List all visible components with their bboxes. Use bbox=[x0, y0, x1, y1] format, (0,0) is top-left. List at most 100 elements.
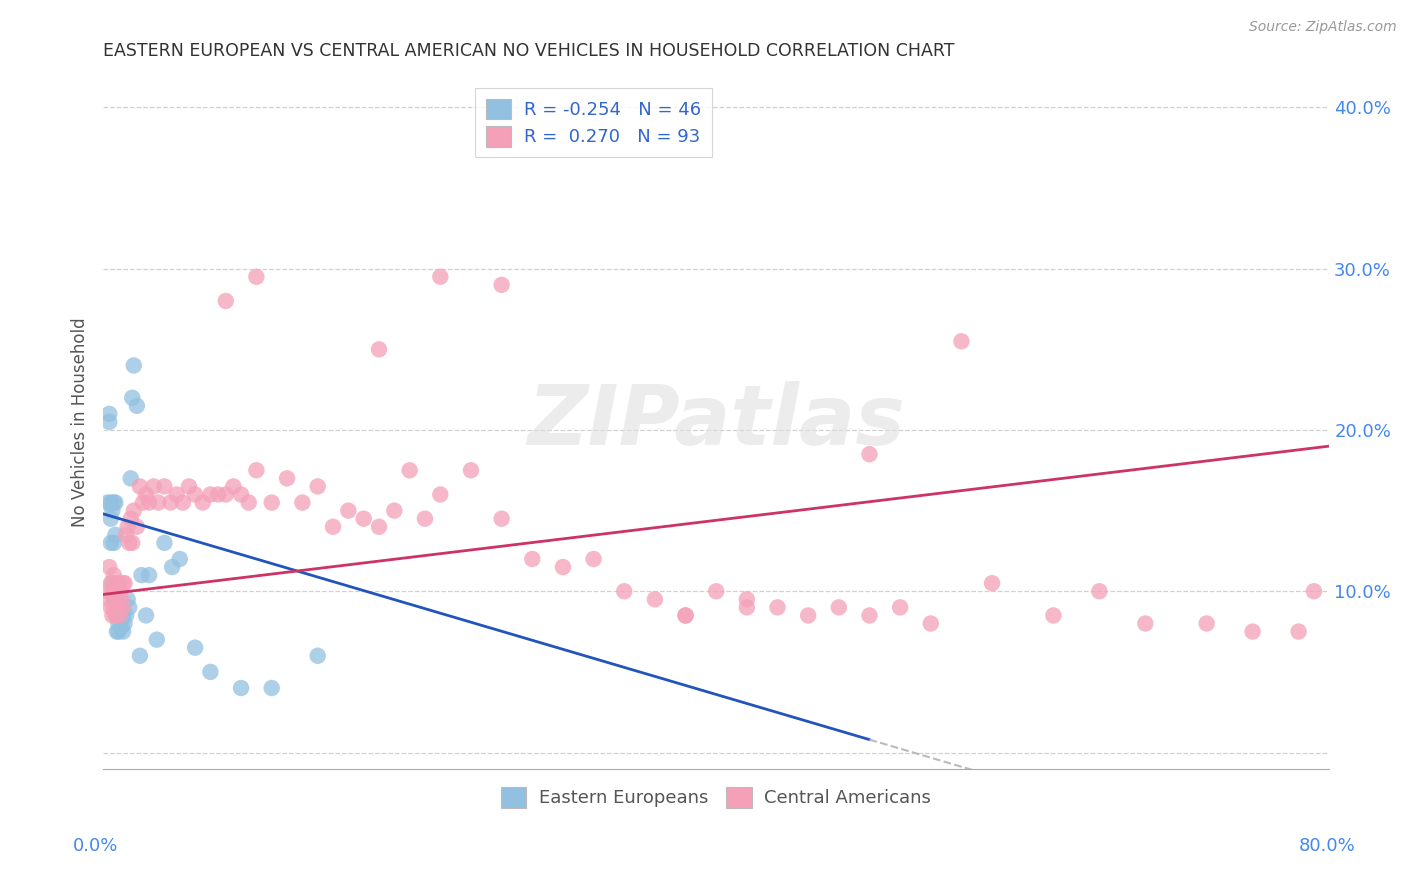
Point bbox=[100, 600, 122, 615]
Point bbox=[98, 415, 121, 429]
Point bbox=[108, 600, 131, 615]
Point bbox=[200, 665, 222, 679]
Text: ZIPatlas: ZIPatlas bbox=[527, 382, 905, 462]
Point bbox=[146, 632, 169, 647]
Point bbox=[675, 608, 697, 623]
Point bbox=[172, 495, 194, 509]
Text: Source: ZipAtlas.com: Source: ZipAtlas.com bbox=[1249, 20, 1396, 34]
Point bbox=[675, 608, 697, 623]
Point bbox=[129, 648, 152, 663]
Point bbox=[107, 600, 129, 615]
Point bbox=[429, 487, 451, 501]
Y-axis label: No Vehicles in Household: No Vehicles in Household bbox=[72, 318, 89, 527]
Point bbox=[276, 471, 298, 485]
Point bbox=[766, 600, 789, 615]
Point bbox=[735, 600, 758, 615]
Point bbox=[107, 616, 129, 631]
Point bbox=[101, 584, 124, 599]
Point bbox=[353, 511, 375, 525]
Point bbox=[1195, 616, 1218, 631]
Point bbox=[105, 608, 128, 623]
Point bbox=[797, 608, 820, 623]
Point bbox=[260, 681, 283, 695]
Point bbox=[135, 608, 157, 623]
Point bbox=[138, 568, 160, 582]
Point bbox=[103, 592, 125, 607]
Point bbox=[98, 407, 121, 421]
Point bbox=[291, 495, 314, 509]
Point bbox=[122, 359, 145, 373]
Point bbox=[368, 343, 391, 357]
Point bbox=[337, 503, 360, 517]
Point bbox=[920, 616, 942, 631]
Point bbox=[118, 600, 141, 615]
Point bbox=[229, 487, 252, 501]
Point bbox=[103, 568, 125, 582]
Point bbox=[148, 495, 170, 509]
Point bbox=[491, 511, 513, 525]
Point bbox=[101, 503, 124, 517]
Point bbox=[1088, 584, 1111, 599]
Point bbox=[103, 495, 125, 509]
Point bbox=[100, 576, 122, 591]
Point bbox=[105, 600, 128, 615]
Point bbox=[97, 495, 120, 509]
Point bbox=[229, 681, 252, 695]
Point bbox=[103, 600, 125, 615]
Point bbox=[215, 487, 238, 501]
Point bbox=[245, 269, 267, 284]
Point bbox=[1241, 624, 1264, 639]
Point bbox=[104, 584, 127, 599]
Point bbox=[97, 584, 120, 599]
Point bbox=[184, 487, 207, 501]
Point bbox=[429, 269, 451, 284]
Point bbox=[153, 479, 176, 493]
Text: 80.0%: 80.0% bbox=[1299, 837, 1355, 855]
Text: 0.0%: 0.0% bbox=[73, 837, 118, 855]
Point bbox=[184, 640, 207, 655]
Text: EASTERN EUROPEAN VS CENTRAL AMERICAN NO VEHICLES IN HOUSEHOLD CORRELATION CHART: EASTERN EUROPEAN VS CENTRAL AMERICAN NO … bbox=[103, 42, 955, 60]
Point bbox=[104, 495, 127, 509]
Point bbox=[858, 608, 880, 623]
Point bbox=[105, 584, 128, 599]
Point bbox=[117, 592, 139, 607]
Point bbox=[101, 576, 124, 591]
Point bbox=[1288, 624, 1310, 639]
Point bbox=[98, 592, 121, 607]
Point bbox=[491, 277, 513, 292]
Point bbox=[153, 536, 176, 550]
Point bbox=[307, 648, 329, 663]
Point bbox=[117, 520, 139, 534]
Point bbox=[122, 503, 145, 517]
Point bbox=[103, 536, 125, 550]
Point bbox=[245, 463, 267, 477]
Point bbox=[120, 471, 142, 485]
Point bbox=[398, 463, 420, 477]
Point bbox=[828, 600, 851, 615]
Point bbox=[112, 576, 135, 591]
Point bbox=[322, 520, 344, 534]
Point bbox=[160, 560, 183, 574]
Point bbox=[704, 584, 727, 599]
Point bbox=[159, 495, 181, 509]
Point bbox=[121, 391, 143, 405]
Point bbox=[858, 447, 880, 461]
Point bbox=[118, 536, 141, 550]
Point bbox=[112, 600, 135, 615]
Point bbox=[108, 584, 131, 599]
Point bbox=[368, 520, 391, 534]
Point bbox=[125, 399, 148, 413]
Point bbox=[110, 600, 132, 615]
Point bbox=[100, 511, 122, 525]
Point bbox=[129, 479, 152, 493]
Point bbox=[1042, 608, 1064, 623]
Point bbox=[108, 608, 131, 623]
Point bbox=[307, 479, 329, 493]
Point bbox=[382, 503, 405, 517]
Point bbox=[138, 495, 160, 509]
Point bbox=[981, 576, 1004, 591]
Point bbox=[222, 479, 245, 493]
Point bbox=[104, 592, 127, 607]
Point bbox=[200, 487, 222, 501]
Point bbox=[107, 576, 129, 591]
